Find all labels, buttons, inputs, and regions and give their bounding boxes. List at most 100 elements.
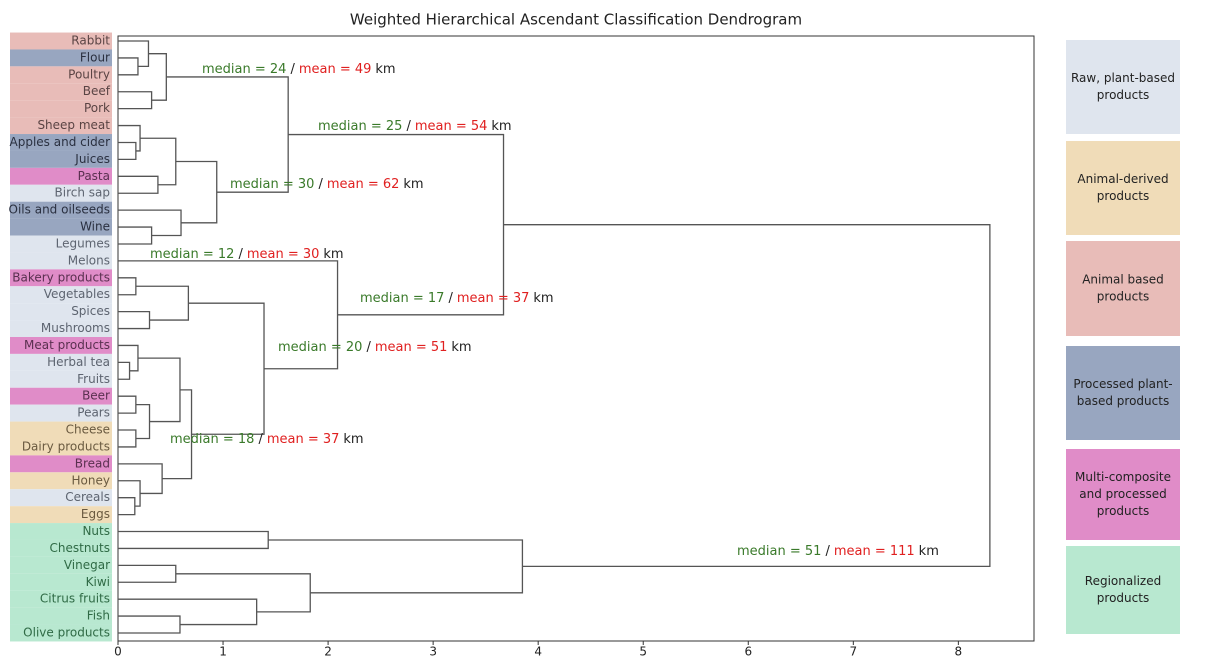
annotation-median: median = 30: [230, 177, 314, 192]
annotation-mean: mean = 49: [299, 62, 372, 77]
legend-label: products: [1097, 591, 1149, 605]
dendrogram-link: [503, 224, 991, 568]
legend-box: [1066, 241, 1180, 336]
leaf-background: [10, 100, 112, 118]
dendrogram-link: [118, 598, 258, 626]
leaf-label: Pasta: [78, 169, 110, 183]
dendrogram-link: [118, 175, 159, 194]
leaf-label: Vinegar: [64, 558, 110, 572]
leaf-label: Mushrooms: [41, 321, 110, 335]
dendrogram-link: [118, 209, 182, 237]
x-tick-label: 6: [744, 645, 752, 659]
dendrogram-link: [140, 137, 177, 186]
leaf-label: Bakery products: [12, 270, 110, 284]
leaf-background: [10, 353, 112, 371]
annotation-separator: /: [238, 247, 243, 262]
annotation-median: median = 25: [318, 119, 402, 134]
leaf-background: [10, 506, 112, 524]
chart-title: Weighted Hierarchical Ascendant Classifi…: [350, 11, 802, 29]
leaf-background: [10, 303, 112, 321]
leaf-label: Beer: [82, 389, 110, 403]
legend-label: Multi-composite: [1075, 470, 1171, 484]
leaf-label: Poultry: [68, 67, 110, 81]
leaf-label: Meat products: [24, 338, 110, 352]
legend-label: Regionalized: [1085, 574, 1161, 588]
dendrogram-link: [135, 404, 151, 440]
annotation-separator: /: [406, 119, 411, 134]
x-tick-label: 1: [219, 645, 227, 659]
annotation-unit: km: [451, 340, 471, 355]
annotation-median: median = 12: [150, 247, 234, 262]
leaf-label: Melons: [68, 253, 110, 267]
annotation-separator: /: [290, 62, 295, 77]
leaf-label: Honey: [72, 473, 110, 487]
leaf-background: [10, 370, 112, 388]
leaf-label: Cheese: [66, 423, 110, 437]
leaf-background: [10, 337, 112, 354]
leaf-background: [10, 387, 112, 405]
dendrogram-link: [118, 40, 150, 68]
annotation-mean: mean = 111: [834, 544, 915, 559]
legend-label: products: [1097, 189, 1149, 203]
dendrogram-link: [175, 160, 218, 224]
annotation-unit: km: [919, 544, 939, 559]
dendrogram-link: [118, 226, 153, 245]
x-tick-label: 3: [429, 645, 437, 659]
annotation-mean: mean = 51: [375, 340, 448, 355]
leaf-background: [10, 438, 112, 456]
annotation: median = 30 / mean = 62 km: [230, 177, 424, 192]
leaf-label: Pears: [77, 406, 110, 420]
annotation-median: median = 18: [170, 432, 254, 447]
legend-label: Raw, plant-based: [1071, 71, 1175, 85]
dendrogram-link: [118, 57, 139, 76]
dendrogram-link: [118, 615, 181, 634]
annotation-separator: /: [825, 544, 830, 559]
leaf-label: Apples and cider: [10, 135, 111, 149]
dendrogram-link: [118, 530, 269, 550]
annotation: median = 17 / mean = 37 km: [360, 291, 554, 306]
annotation-separator: /: [366, 340, 371, 355]
annotation-unit: km: [323, 247, 343, 262]
dendrogram-link: [118, 141, 137, 161]
dendrogram-link: [118, 497, 136, 516]
legend-box: [1066, 546, 1180, 634]
x-tick-label: 4: [534, 645, 542, 659]
annotation-separator: /: [258, 432, 263, 447]
leaf-background: [10, 573, 112, 591]
x-tick-label: 5: [639, 645, 647, 659]
leaf-label: Juices: [74, 152, 110, 166]
dendrogram-link: [118, 564, 177, 583]
leaf-label: Kiwi: [86, 575, 110, 589]
leaf-label: Fish: [87, 609, 110, 623]
dendrogram-link: [118, 361, 131, 380]
leaf-background: [10, 117, 112, 135]
leaf-background: [10, 472, 112, 490]
dendrogram-link: [118, 277, 137, 296]
annotation: median = 18 / mean = 37 km: [170, 432, 364, 447]
legend-label: products: [1097, 88, 1149, 102]
annotation: median = 24 / mean = 49 km: [202, 62, 396, 77]
leaf-background: [10, 404, 112, 422]
dendrogram-link: [118, 310, 151, 330]
annotation-mean: mean = 62: [327, 177, 400, 192]
dendrogram-link: [118, 429, 137, 448]
annotation-unit: km: [533, 291, 553, 306]
dendrogram-link: [137, 357, 181, 423]
leaf-label: Wine: [80, 220, 110, 234]
leaf-background: [10, 523, 112, 540]
leaf-background: [10, 489, 112, 507]
leaf-background: [10, 66, 112, 84]
leaf-label: Rabbit: [71, 34, 110, 48]
leaf-label: Olive products: [23, 626, 110, 640]
leaf-background: [10, 252, 112, 270]
annotation-median: median = 17: [360, 291, 444, 306]
leaf-background: [10, 624, 112, 642]
leaf-label: Flour: [80, 50, 110, 64]
leaf-label: Vegetables: [44, 287, 110, 301]
leaf-background: [10, 49, 112, 67]
leaf-background: [10, 134, 112, 151]
leaf-background: [10, 83, 112, 101]
leaf-background: [10, 218, 112, 236]
x-tick-label: 7: [850, 645, 858, 659]
legend-label: products: [1097, 504, 1149, 518]
